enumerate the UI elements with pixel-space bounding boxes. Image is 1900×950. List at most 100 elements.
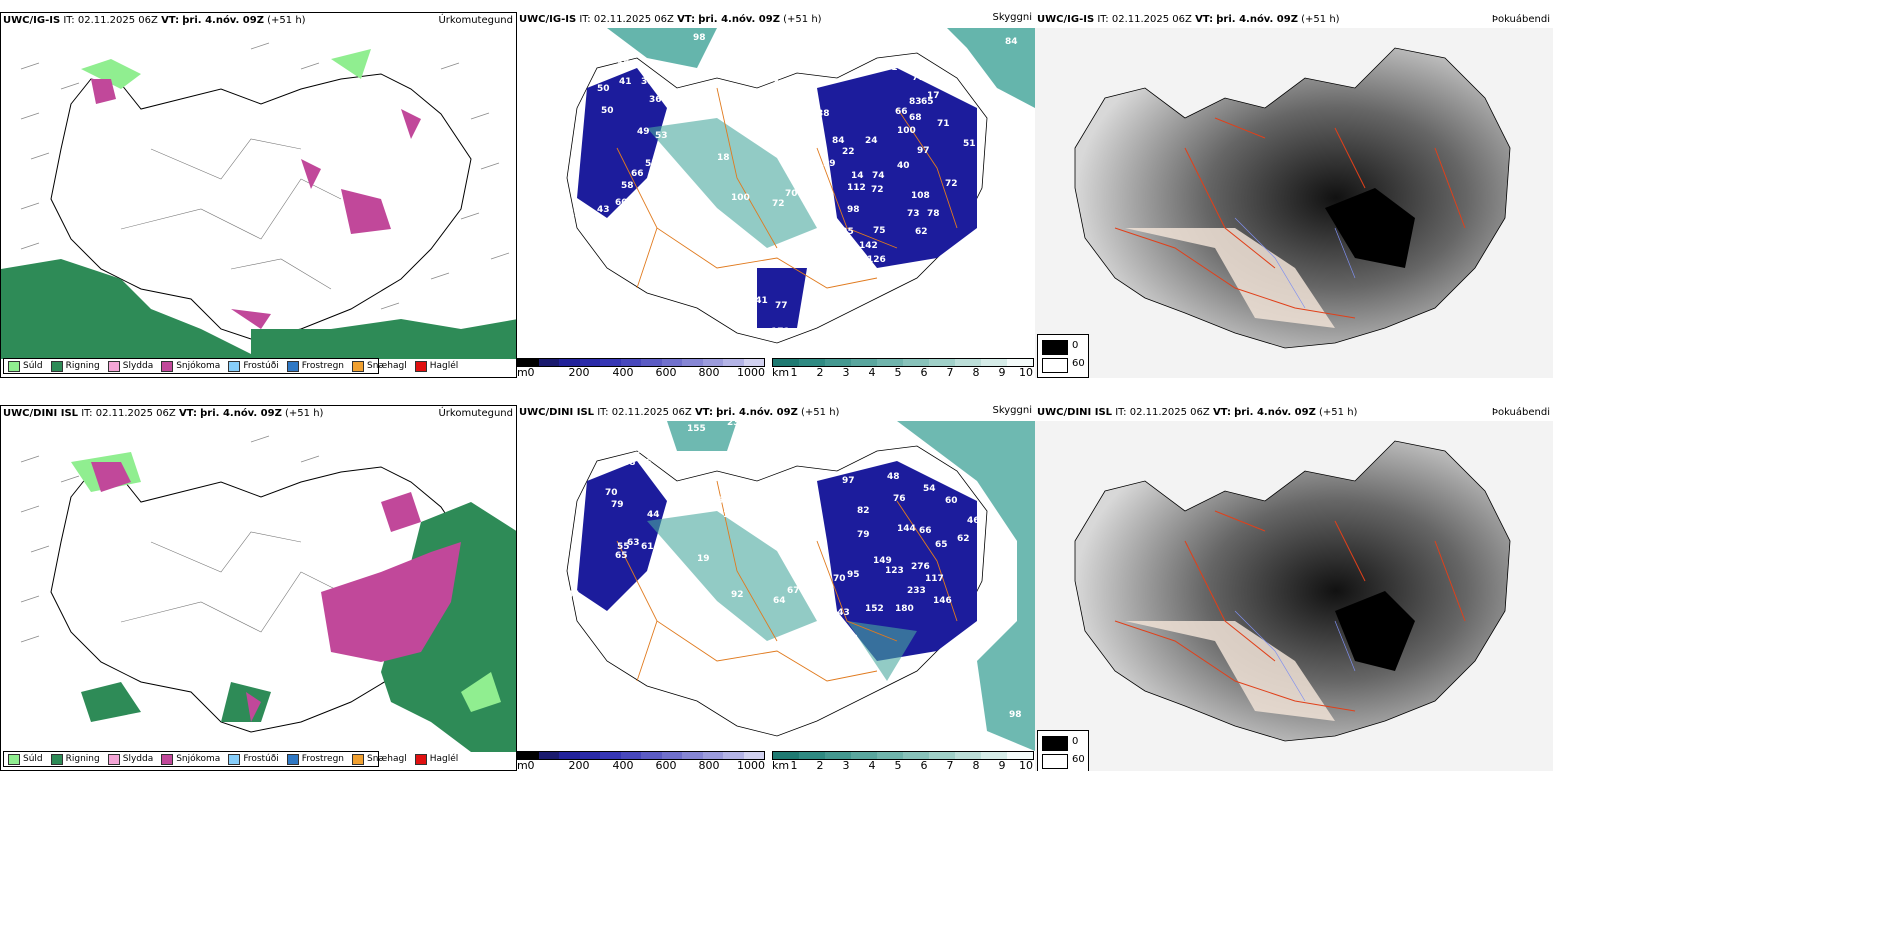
field-title: Þokuábendi — [1491, 14, 1550, 25]
svg-text:28: 28 — [767, 116, 780, 126]
legend-item: Frostregn — [286, 360, 344, 372]
panel-header: UWC/DINI ISL IT: 02.11.2025 06Z VT: þri.… — [3, 408, 324, 419]
svg-text:112: 112 — [847, 183, 866, 193]
svg-text:36: 36 — [649, 95, 662, 105]
svg-text:17: 17 — [927, 91, 940, 101]
svg-text:61: 61 — [717, 496, 730, 506]
rain-area — [81, 502, 516, 752]
field-title: Skyggni — [992, 405, 1032, 416]
precip-map — [20, 435, 516, 752]
svg-text:152: 152 — [865, 604, 884, 614]
snow-area — [91, 79, 421, 329]
vis-tick: 5 — [894, 366, 902, 378]
legend-item: Snæhagl — [352, 360, 407, 372]
svg-text:98: 98 — [847, 205, 860, 215]
vis-tick: 1 — [790, 759, 798, 771]
legend-item: Rigning — [50, 360, 100, 372]
svg-text:61: 61 — [641, 542, 654, 552]
svg-text:58: 58 — [621, 181, 634, 191]
vis-tick: 5 — [894, 759, 902, 771]
svg-text:60: 60 — [597, 464, 610, 474]
legend-item: Súld — [8, 360, 43, 372]
svg-text:38: 38 — [641, 77, 654, 87]
visibility-panel-row2: UWC/DINI ISL IT: 02.11.2025 06Z VT: þri.… — [517, 405, 1035, 771]
svg-text:71: 71 — [937, 119, 950, 129]
panel-header: UWC/DINI ISL IT: 02.11.2025 06Z VT: þri.… — [1037, 407, 1358, 418]
vis-tick: 9 — [998, 366, 1006, 378]
svg-text:67: 67 — [567, 209, 580, 219]
svg-text:142: 142 — [859, 241, 878, 251]
height-tick: 600 — [655, 366, 677, 378]
vis-tick: 10 — [1019, 366, 1033, 378]
vis-tick: 3 — [842, 759, 850, 771]
svg-text:62: 62 — [957, 534, 970, 544]
vis-tick: 6 — [920, 759, 928, 771]
svg-text:48: 48 — [629, 61, 642, 71]
svg-text:82: 82 — [857, 506, 870, 516]
svg-text:14: 14 — [851, 171, 864, 181]
svg-text:84: 84 — [1005, 37, 1018, 47]
roads — [616, 87, 958, 289]
fog-legend: 0 60 — [1037, 334, 1089, 378]
svg-text:15: 15 — [843, 664, 856, 674]
svg-text:165: 165 — [867, 37, 886, 47]
height-colorbar-strip — [517, 751, 765, 760]
vis-tick: 6 — [920, 366, 928, 378]
legend-item: Snjókoma — [161, 753, 220, 765]
legend-item: Haglél — [414, 753, 458, 765]
svg-text:76: 76 — [727, 99, 740, 109]
fog-map — [1035, 421, 1553, 771]
visibility-map: 155 232 54 60 68 36 70 79 36 44 63 61 55… — [566, 421, 1035, 751]
visibility-map: 98 55 48 38 50 41 36 50 49 53 52 66 58 5… — [566, 28, 1035, 344]
vis-tick: 7 — [946, 759, 954, 771]
svg-text:61: 61 — [677, 574, 690, 584]
legend-item: Slydda — [107, 360, 153, 372]
field-title: Þokuábendi — [1491, 407, 1550, 418]
vis-tick: 8 — [972, 759, 980, 771]
legend-item: Súld — [8, 753, 43, 765]
visibility-values: 98 55 48 38 50 41 36 50 49 53 52 66 58 5… — [567, 33, 1018, 337]
svg-text:100: 100 — [731, 193, 750, 203]
svg-text:72: 72 — [871, 185, 884, 195]
vis-tick: 2 — [816, 366, 824, 378]
visibility-colorbar: km 1 2 3 4 5 6 7 8 9 10 — [772, 358, 1034, 378]
svg-text:98: 98 — [1009, 710, 1022, 720]
snow-area — [91, 462, 461, 722]
svg-text:71: 71 — [885, 63, 898, 73]
svg-text:144: 144 — [897, 524, 916, 534]
svg-text:60: 60 — [615, 198, 628, 208]
panel-header: UWC/IG-IS IT: 02.11.2025 06Z VT: þri. 4.… — [1037, 14, 1340, 25]
height-tick: 800 — [698, 759, 720, 771]
svg-text:55: 55 — [617, 59, 630, 69]
svg-text:50: 50 — [597, 84, 610, 94]
svg-text:73: 73 — [907, 209, 920, 219]
precip-type-panel-row1: UWC/IG-IS IT: 02.11.2025 06Z VT: þri. 4.… — [0, 12, 517, 378]
svg-text:24: 24 — [865, 136, 878, 146]
svg-text:76: 76 — [893, 494, 906, 504]
height-tick: 600 — [655, 759, 677, 771]
svg-text:66: 66 — [631, 169, 644, 179]
svg-text:66: 66 — [743, 709, 756, 719]
svg-text:36: 36 — [667, 492, 680, 502]
vis-tick: 4 — [868, 759, 876, 771]
height-colorbar: m 0 200 400 600 800 1000 — [517, 358, 767, 378]
svg-text:19: 19 — [697, 554, 710, 564]
panel-header: UWC/DINI ISL IT: 02.11.2025 06Z VT: þri.… — [519, 407, 840, 418]
svg-text:298: 298 — [839, 634, 858, 644]
svg-text:126: 126 — [867, 255, 886, 265]
svg-text:72: 72 — [772, 199, 785, 209]
svg-text:28: 28 — [767, 712, 780, 722]
svg-text:79: 79 — [857, 530, 870, 540]
svg-text:77: 77 — [775, 301, 788, 311]
svg-text:360: 360 — [763, 682, 782, 692]
svg-text:21: 21 — [787, 161, 800, 171]
svg-text:66: 66 — [895, 107, 908, 117]
svg-text:66: 66 — [919, 526, 932, 536]
visibility-colorbar-strip — [772, 358, 1034, 367]
svg-text:18: 18 — [717, 153, 730, 163]
svg-text:123: 123 — [885, 566, 904, 576]
vis-tick: 7 — [946, 366, 954, 378]
svg-text:62: 62 — [915, 227, 928, 237]
svg-text:125: 125 — [835, 227, 854, 237]
svg-text:45: 45 — [773, 79, 786, 89]
